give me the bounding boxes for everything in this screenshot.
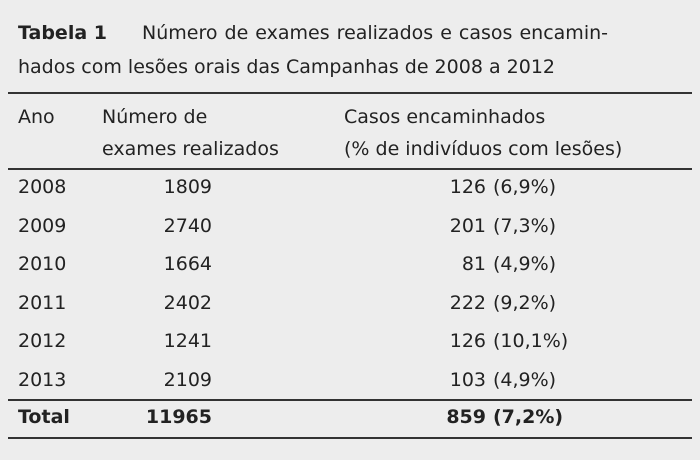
header-cell: Número de bbox=[102, 106, 208, 128]
table-cell: Total bbox=[18, 406, 70, 428]
table-cell: 81 bbox=[461, 253, 486, 276]
caption-label: Tabela 1 bbox=[18, 22, 107, 44]
table-cell: 103 bbox=[449, 369, 486, 391]
table-cell: 2009 bbox=[18, 214, 67, 237]
table-cell: 1241 bbox=[163, 330, 212, 353]
table-cell: 2010 bbox=[18, 253, 67, 276]
table-cell: 201 bbox=[449, 214, 486, 237]
header-cell: (% de indivíduos com lesões) bbox=[344, 138, 623, 160]
rule bbox=[8, 168, 692, 170]
table-cell: 859 bbox=[446, 406, 486, 428]
rule bbox=[8, 437, 692, 439]
table-cell: 222 bbox=[449, 291, 486, 314]
table-cell: (9,2%) bbox=[493, 291, 557, 314]
table-cell: 2011 bbox=[18, 291, 67, 314]
caption-line: hados com lesões orais das Campanhas de … bbox=[18, 56, 555, 78]
table-cell: 126 bbox=[449, 176, 486, 198]
table-cell: (6,9%) bbox=[493, 176, 557, 198]
header-cell: exames realizados bbox=[102, 138, 279, 160]
table-cell: 1664 bbox=[163, 253, 212, 276]
header-cell: Casos encaminhados bbox=[344, 106, 546, 128]
table-cell: 2402 bbox=[163, 291, 212, 314]
caption-line: Número de exames realizados e casos enca… bbox=[142, 22, 608, 44]
table-cell: (7,3%) bbox=[493, 214, 557, 237]
table-cell: 2740 bbox=[163, 214, 212, 237]
table-cell: 1809 bbox=[163, 176, 212, 198]
table-cell: (10,1%) bbox=[493, 330, 569, 353]
table-cell: (4,9%) bbox=[493, 369, 557, 391]
table-cell: (4,9%) bbox=[493, 253, 557, 276]
rule bbox=[8, 399, 692, 401]
table-cell: 126 bbox=[449, 330, 486, 353]
table-cell: 2008 bbox=[18, 176, 67, 198]
header-cell: Ano bbox=[18, 106, 55, 128]
table-cell: 2109 bbox=[163, 369, 212, 391]
table-cell: 2012 bbox=[18, 330, 67, 353]
table-cell: (7,2%) bbox=[493, 406, 564, 428]
table-cell: 11965 bbox=[145, 406, 212, 428]
table-cell: 2013 bbox=[18, 369, 67, 391]
rule bbox=[8, 92, 692, 94]
